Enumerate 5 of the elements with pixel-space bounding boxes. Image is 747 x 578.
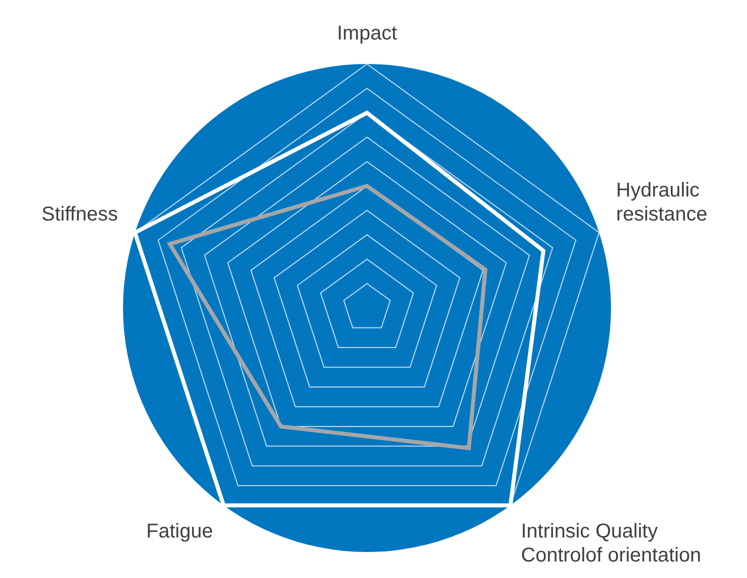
spoke-label: Fatigue (146, 520, 213, 542)
spoke-label: Hydraulic resistance (616, 180, 708, 226)
spoke-label: Intrinsic Quality Controlof orientation (521, 520, 702, 566)
spoke-label: Impact (336, 22, 398, 45)
spoke-label: Stiffness (41, 204, 118, 226)
